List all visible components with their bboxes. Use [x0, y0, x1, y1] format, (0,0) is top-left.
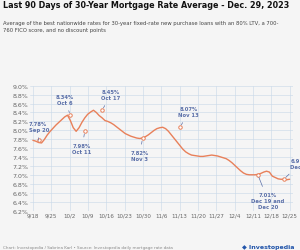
Text: 6.91%
Dec 27: 6.91% Dec 27	[286, 158, 300, 178]
Text: 7.01%
Dec 19 and
Dec 20: 7.01% Dec 19 and Dec 20	[251, 178, 285, 210]
Text: 8.34%
Oct 6: 8.34% Oct 6	[56, 95, 74, 113]
Text: 7.82%
Nov 3: 7.82% Nov 3	[130, 142, 149, 161]
Text: 7.98%
Oct 11: 7.98% Oct 11	[72, 134, 92, 154]
Text: 7.78%
Sep 20: 7.78% Sep 20	[28, 122, 49, 141]
Text: Average of the best nationwide rates for 30-year fixed-rate new purchase loans w: Average of the best nationwide rates for…	[3, 21, 278, 32]
Text: ◆ Investopedia: ◆ Investopedia	[242, 244, 294, 249]
Text: Chart: Investopedia / Sabrina Karl • Source: Investopedia daily mortgage rate da: Chart: Investopedia / Sabrina Karl • Sou…	[3, 245, 173, 249]
Text: Last 90 Days of 30-Year Mortgage Rate Average - Dec. 29, 2023: Last 90 Days of 30-Year Mortgage Rate Av…	[3, 1, 289, 10]
Text: 8.45%
Oct 17: 8.45% Oct 17	[101, 90, 120, 108]
Text: 8.07%
Nov 13: 8.07% Nov 13	[178, 107, 199, 125]
